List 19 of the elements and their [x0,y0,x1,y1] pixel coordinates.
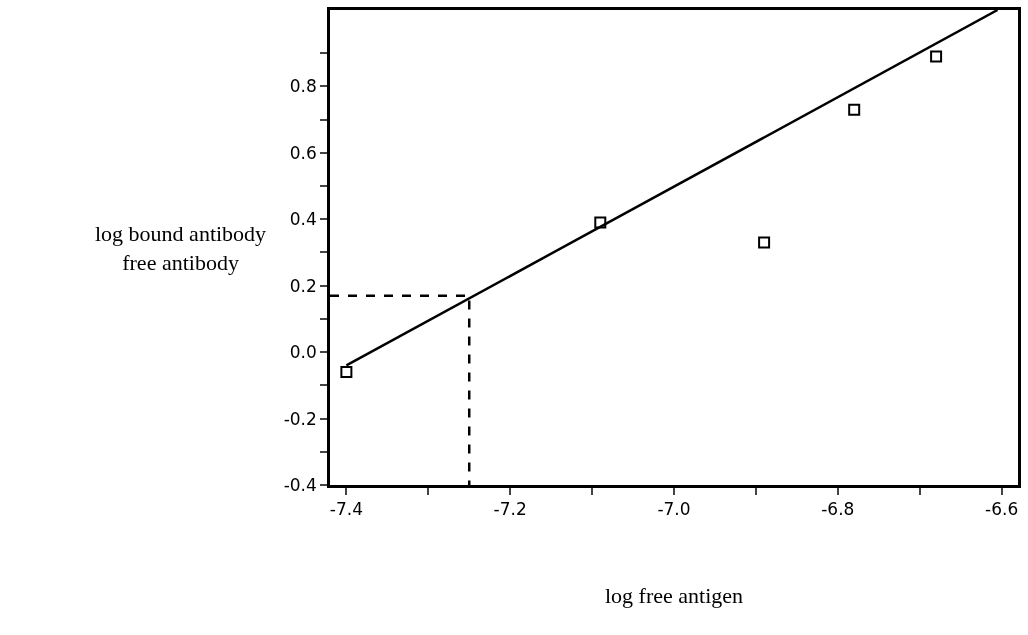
x-tick-label: -6.8 [821,499,855,520]
y-tick-label: 0.0 [289,342,317,363]
x-tick-label: -7.2 [493,499,527,520]
y-axis-title: log bound antibody free antibody [95,221,267,275]
x-tick-label: -7.0 [657,499,691,520]
y-tick-label: -0.4 [283,474,317,495]
x-tick-label: -7.4 [329,499,363,520]
y-tick-label: 0.2 [289,275,317,296]
point [340,366,353,379]
y-tick-label: 0.6 [289,142,317,163]
y-tick-label: 0.4 [289,209,317,230]
y-tick-label: 0.8 [289,76,317,97]
point [758,236,771,249]
y-tick-label: -0.2 [283,408,317,429]
x-tick-label: -6.6 [985,499,1019,520]
point [594,216,607,229]
point [930,50,943,63]
x-axis-title: log free antigen [604,583,744,609]
point [848,103,861,116]
